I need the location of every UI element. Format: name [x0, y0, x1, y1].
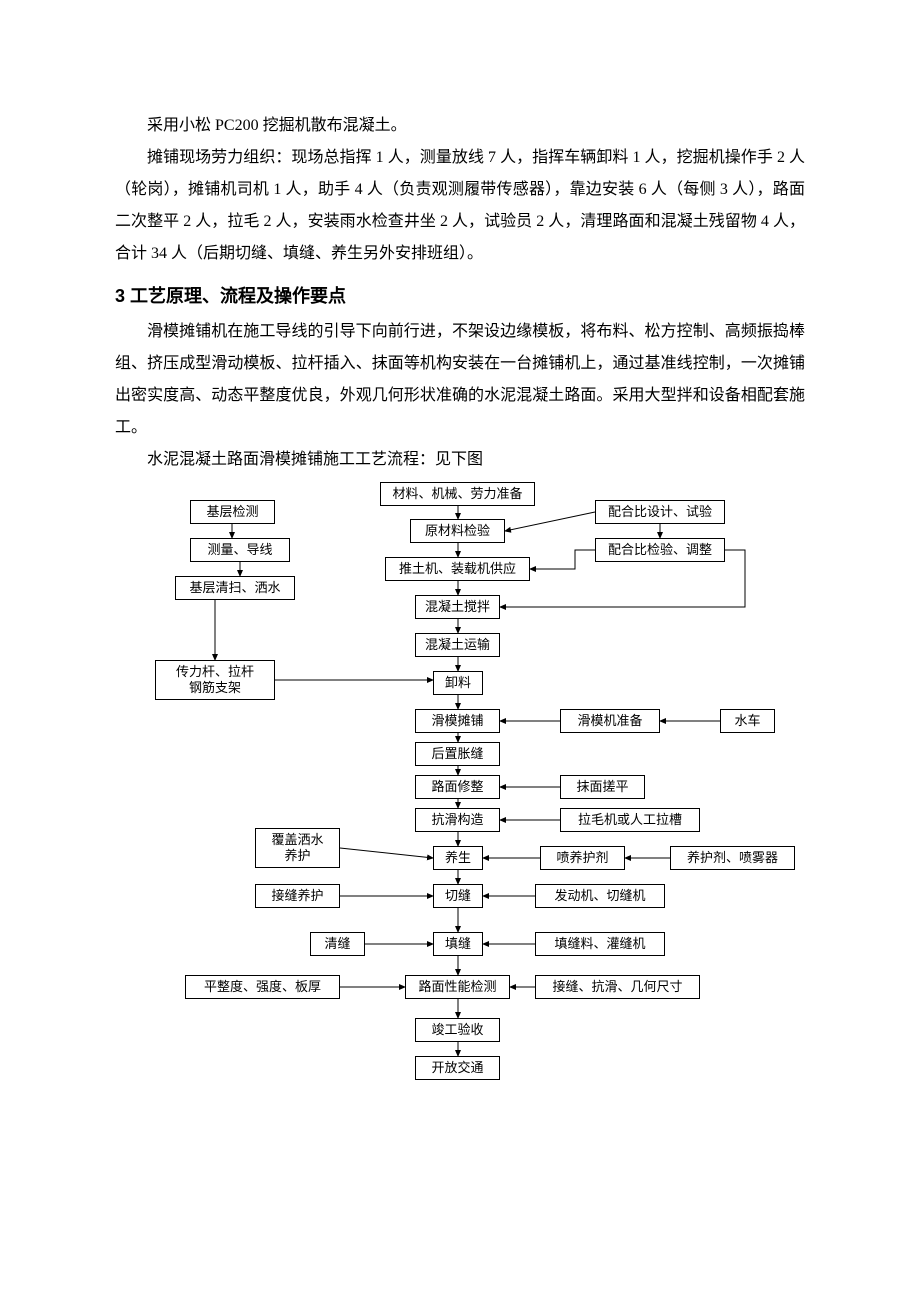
flow-node-kfjt: 开放交通 [415, 1056, 500, 1080]
paragraph-2: 摊铺现场劳力组织：现场总指挥 1 人，测量放线 7 人，指挥车辆卸料 1 人，挖… [115, 142, 805, 270]
flow-node-qf: 切缝 [433, 884, 483, 908]
flow-node-lmxn: 路面性能检测 [405, 975, 510, 999]
paragraph-3: 滑模摊铺机在施工导线的引导下向前行进，不架设边缘模板，将布料、松方控制、高频振捣… [115, 316, 805, 444]
flow-node-mmcp: 抹面搓平 [560, 775, 645, 799]
flow-node-cljx: 材料、机械、劳力准备 [380, 482, 535, 506]
flow-node-ycl: 原材料检验 [410, 519, 505, 543]
flow-node-sc: 水车 [720, 709, 775, 733]
flow-node-jfkh: 接缝、抗滑、几何尺寸 [535, 975, 700, 999]
flow-node-fdj: 发动机、切缝机 [535, 884, 665, 908]
flow-node-xl: 卸料 [433, 671, 483, 695]
flow-node-hbjb: 混凝土搅拌 [415, 595, 500, 619]
flow-node-hzzf: 后置胀缝 [415, 742, 500, 766]
flowchart-caption: 水泥混凝土路面滑模摊铺施工工艺流程：见下图 [115, 444, 805, 476]
paragraph-1: 采用小松 PC200 挖掘机散布混凝土。 [115, 110, 805, 142]
flow-node-cldd: 测量、导线 [190, 538, 290, 562]
flow-node-clgj: 传力杆、拉杆钢筋支架 [155, 660, 275, 700]
flow-node-pbsj: 配合比设计、试验 [595, 500, 725, 524]
flow-node-hbys: 混凝土运输 [415, 633, 500, 657]
flow-node-tfl: 填缝料、灌缝机 [535, 932, 665, 956]
flow-node-pzd: 平整度、强度、板厚 [185, 975, 340, 999]
flowchart-container: 基层检测测量、导线基层清扫、洒水传力杆、拉杆钢筋支架 材料、机械、劳力准备原材料检… [115, 482, 805, 1122]
flow-node-jccj: 基层检测 [190, 500, 275, 524]
flow-node-hmtb: 滑模摊铺 [415, 709, 500, 733]
flow-node-pbjy: 配合比检验、调整 [595, 538, 725, 562]
flow-node-hmjzb: 滑模机准备 [560, 709, 660, 733]
flow-node-qf2: 清缝 [310, 932, 365, 956]
flow-node-pyhj: 喷养护剂 [540, 846, 625, 870]
document-page: 采用小松 PC200 挖掘机散布混凝土。 摊铺现场劳力组织：现场总指挥 1 人，… [0, 0, 920, 1162]
flow-node-tf: 填缝 [433, 932, 483, 956]
flow-node-jfyh: 接缝养护 [255, 884, 340, 908]
flow-node-ttz: 推土机、装载机供应 [385, 557, 530, 581]
flow-node-lmj: 拉毛机或人工拉槽 [560, 808, 700, 832]
flow-node-lmxz: 路面修整 [415, 775, 500, 799]
flow-node-jcqs: 基层清扫、洒水 [175, 576, 295, 600]
flow-node-fgys: 覆盖洒水养护 [255, 828, 340, 868]
section-heading: 3 工艺原理、流程及操作要点 [115, 282, 805, 308]
flow-node-yhj: 养护剂、喷雾器 [670, 846, 795, 870]
flow-node-khgz: 抗滑构造 [415, 808, 500, 832]
flow-node-ys: 养生 [433, 846, 483, 870]
flow-node-jgys: 竣工验收 [415, 1018, 500, 1042]
